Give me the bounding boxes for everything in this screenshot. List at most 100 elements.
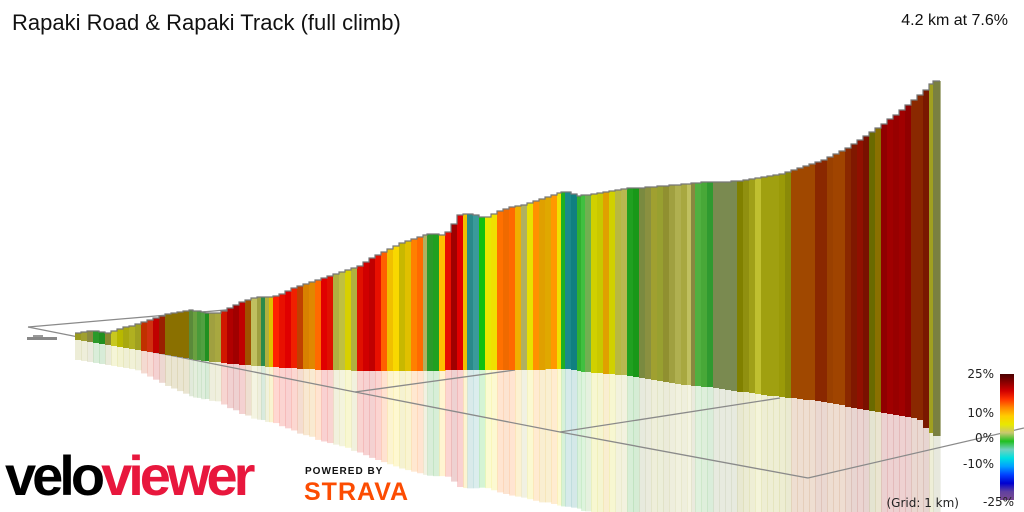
gradient-stripe (725, 182, 732, 390)
gradient-stripe (551, 195, 558, 369)
legend-label-10: 10% (967, 406, 994, 420)
gradient-stripe (657, 186, 664, 381)
gradient-stripe (177, 312, 184, 357)
gradient-stripe (165, 314, 172, 355)
gradient-stripe (227, 308, 234, 364)
gradient-stripe (851, 144, 858, 408)
gradient-stripe (785, 172, 792, 398)
gradient-stripe (265, 297, 270, 367)
gradient-stripe (297, 286, 304, 369)
gradient-stripe (473, 215, 480, 370)
gradient-stripe (189, 310, 194, 359)
gradient-stripe (497, 211, 504, 370)
gradient-stripe (183, 311, 190, 358)
gradient-stripe (719, 182, 726, 389)
gradient-stripe (197, 311, 202, 360)
legend-label-0: 0% (974, 431, 994, 445)
gradient-stripe (479, 217, 486, 370)
gradient-stripe (521, 205, 528, 370)
gradient-stripe (803, 166, 810, 400)
gradient-stripe (779, 174, 786, 397)
gradient-stripe (309, 282, 316, 369)
climb-stats: 4.2 km at 7.6% (901, 12, 1008, 29)
gradient-stripe (129, 326, 136, 349)
gradient-stripe (369, 258, 376, 371)
gradient-stripe (467, 214, 474, 370)
gradient-stripe (75, 333, 82, 340)
climb-title: Rapaki Road & Rapaki Track (full climb) (12, 10, 401, 35)
gradient-stripe (193, 311, 198, 360)
gradient-stripe (905, 105, 912, 417)
gradient-stripe (221, 311, 228, 363)
gradient-stripe (315, 280, 322, 370)
gradient-stripe (357, 266, 364, 371)
gradient-stripe (245, 300, 252, 365)
gradient-stripe (445, 232, 452, 370)
start-marker-icon (27, 335, 57, 340)
gradient-stripe (153, 318, 160, 353)
gradient-stripe (863, 136, 870, 410)
logo-viewer-text: viewer (101, 444, 255, 507)
gradient-stripe (597, 193, 604, 373)
gradient-stripe (273, 296, 280, 367)
logo-velo-text: velo (5, 444, 105, 507)
gradient-stripe (439, 235, 446, 371)
gradient-stripe (321, 278, 328, 370)
gradient-stripe (701, 182, 708, 387)
gradient-stripe (893, 115, 900, 415)
gradient-stripe (581, 195, 586, 372)
gradient-stripe (141, 322, 148, 351)
gradient-stripe (159, 316, 166, 354)
gradient-stripe (405, 241, 412, 371)
gradient-stripe (123, 327, 130, 348)
strava-logo[interactable]: STRAVA (304, 478, 410, 506)
gradient-stripe (399, 243, 406, 371)
gradient-stripe (205, 313, 210, 361)
gradient-stripe (509, 207, 516, 370)
gradient-stripe (887, 119, 894, 414)
gradient-stripe (621, 189, 628, 375)
gradient-stripe (257, 297, 262, 366)
gradient-stripe (839, 151, 846, 405)
gradient-stripe (669, 185, 676, 383)
gradient-stripe (713, 182, 720, 388)
gradient-stripe (485, 217, 492, 370)
gradient-stripe (923, 90, 930, 428)
gradient-stripe (615, 190, 622, 375)
gradient-stripe (515, 206, 522, 370)
gradient-stripe (117, 329, 124, 347)
gradient-stripe (339, 272, 346, 370)
gradient-stripe (663, 186, 670, 382)
gradient-stripe (457, 215, 464, 370)
gradient-stripe (591, 194, 598, 373)
gradient-stripe (911, 100, 918, 418)
grid-scale-note: (Grid: 1 km) (886, 496, 960, 510)
gradient-stripe (869, 132, 876, 411)
veloviewer-logo[interactable]: veloviewer (5, 448, 255, 504)
gradient-stripe (417, 237, 424, 371)
gradient-stripe (539, 199, 546, 370)
gradient-stripe (533, 201, 540, 370)
gradient-stripe (233, 305, 240, 364)
gradient-stripe (609, 191, 616, 374)
gradient-stripe (821, 160, 828, 402)
gradient-stripe (451, 224, 458, 370)
legend-label-min: -25% (982, 495, 1014, 509)
gradient-stripe (755, 178, 762, 394)
gradient-stripe (393, 246, 400, 371)
gradient-stripe (561, 192, 566, 369)
gradient-stripe (105, 333, 112, 345)
gradient-stripe (737, 181, 744, 392)
gradient-stripe (917, 95, 924, 420)
gradient-stripe (351, 268, 358, 371)
gradient-stripe (687, 184, 692, 385)
gradient-stripe (387, 249, 394, 371)
gradient-stripe (251, 298, 258, 366)
gradient-stripe (93, 331, 100, 343)
gradient-stripe (585, 195, 592, 372)
gradient-stripe (433, 234, 440, 371)
gradient-stripe (261, 297, 266, 366)
gradient-stripe (809, 164, 816, 400)
gradient-stripe (933, 81, 941, 436)
